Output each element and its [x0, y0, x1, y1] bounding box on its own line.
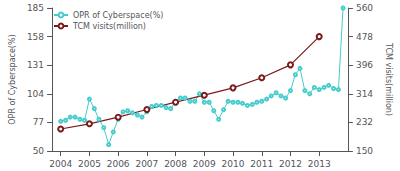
svg-text:150: 150: [356, 146, 373, 156]
svg-text:77: 77: [33, 117, 44, 127]
svg-text:560: 560: [356, 3, 373, 13]
svg-text:TCM visits(million): TCM visits(million): [384, 42, 393, 116]
svg-text:2013: 2013: [308, 159, 331, 169]
svg-text:158: 158: [27, 32, 44, 42]
svg-text:104: 104: [27, 89, 44, 99]
svg-text:TCM visits(million): TCM visits(million): [72, 22, 146, 31]
svg-text:2007: 2007: [135, 159, 158, 169]
svg-text:2004: 2004: [49, 159, 72, 169]
svg-text:2005: 2005: [78, 159, 101, 169]
svg-text:2011: 2011: [250, 159, 273, 169]
svg-text:OPR of Cyberspace(%): OPR of Cyberspace(%): [8, 34, 17, 124]
svg-text:314: 314: [356, 89, 373, 99]
svg-text:2012: 2012: [279, 159, 302, 169]
svg-text:232: 232: [356, 117, 373, 127]
svg-text:478: 478: [356, 32, 373, 42]
svg-text:185: 185: [27, 3, 44, 13]
svg-text:2010: 2010: [222, 159, 245, 169]
svg-text:2006: 2006: [107, 159, 130, 169]
svg-text:396: 396: [356, 60, 373, 70]
svg-text:131: 131: [27, 60, 44, 70]
svg-text:2008: 2008: [164, 159, 187, 169]
svg-text:2009: 2009: [193, 159, 216, 169]
svg-text:OPR of Cyberspace(%): OPR of Cyberspace(%): [73, 11, 163, 20]
svg-text:50: 50: [33, 146, 45, 156]
